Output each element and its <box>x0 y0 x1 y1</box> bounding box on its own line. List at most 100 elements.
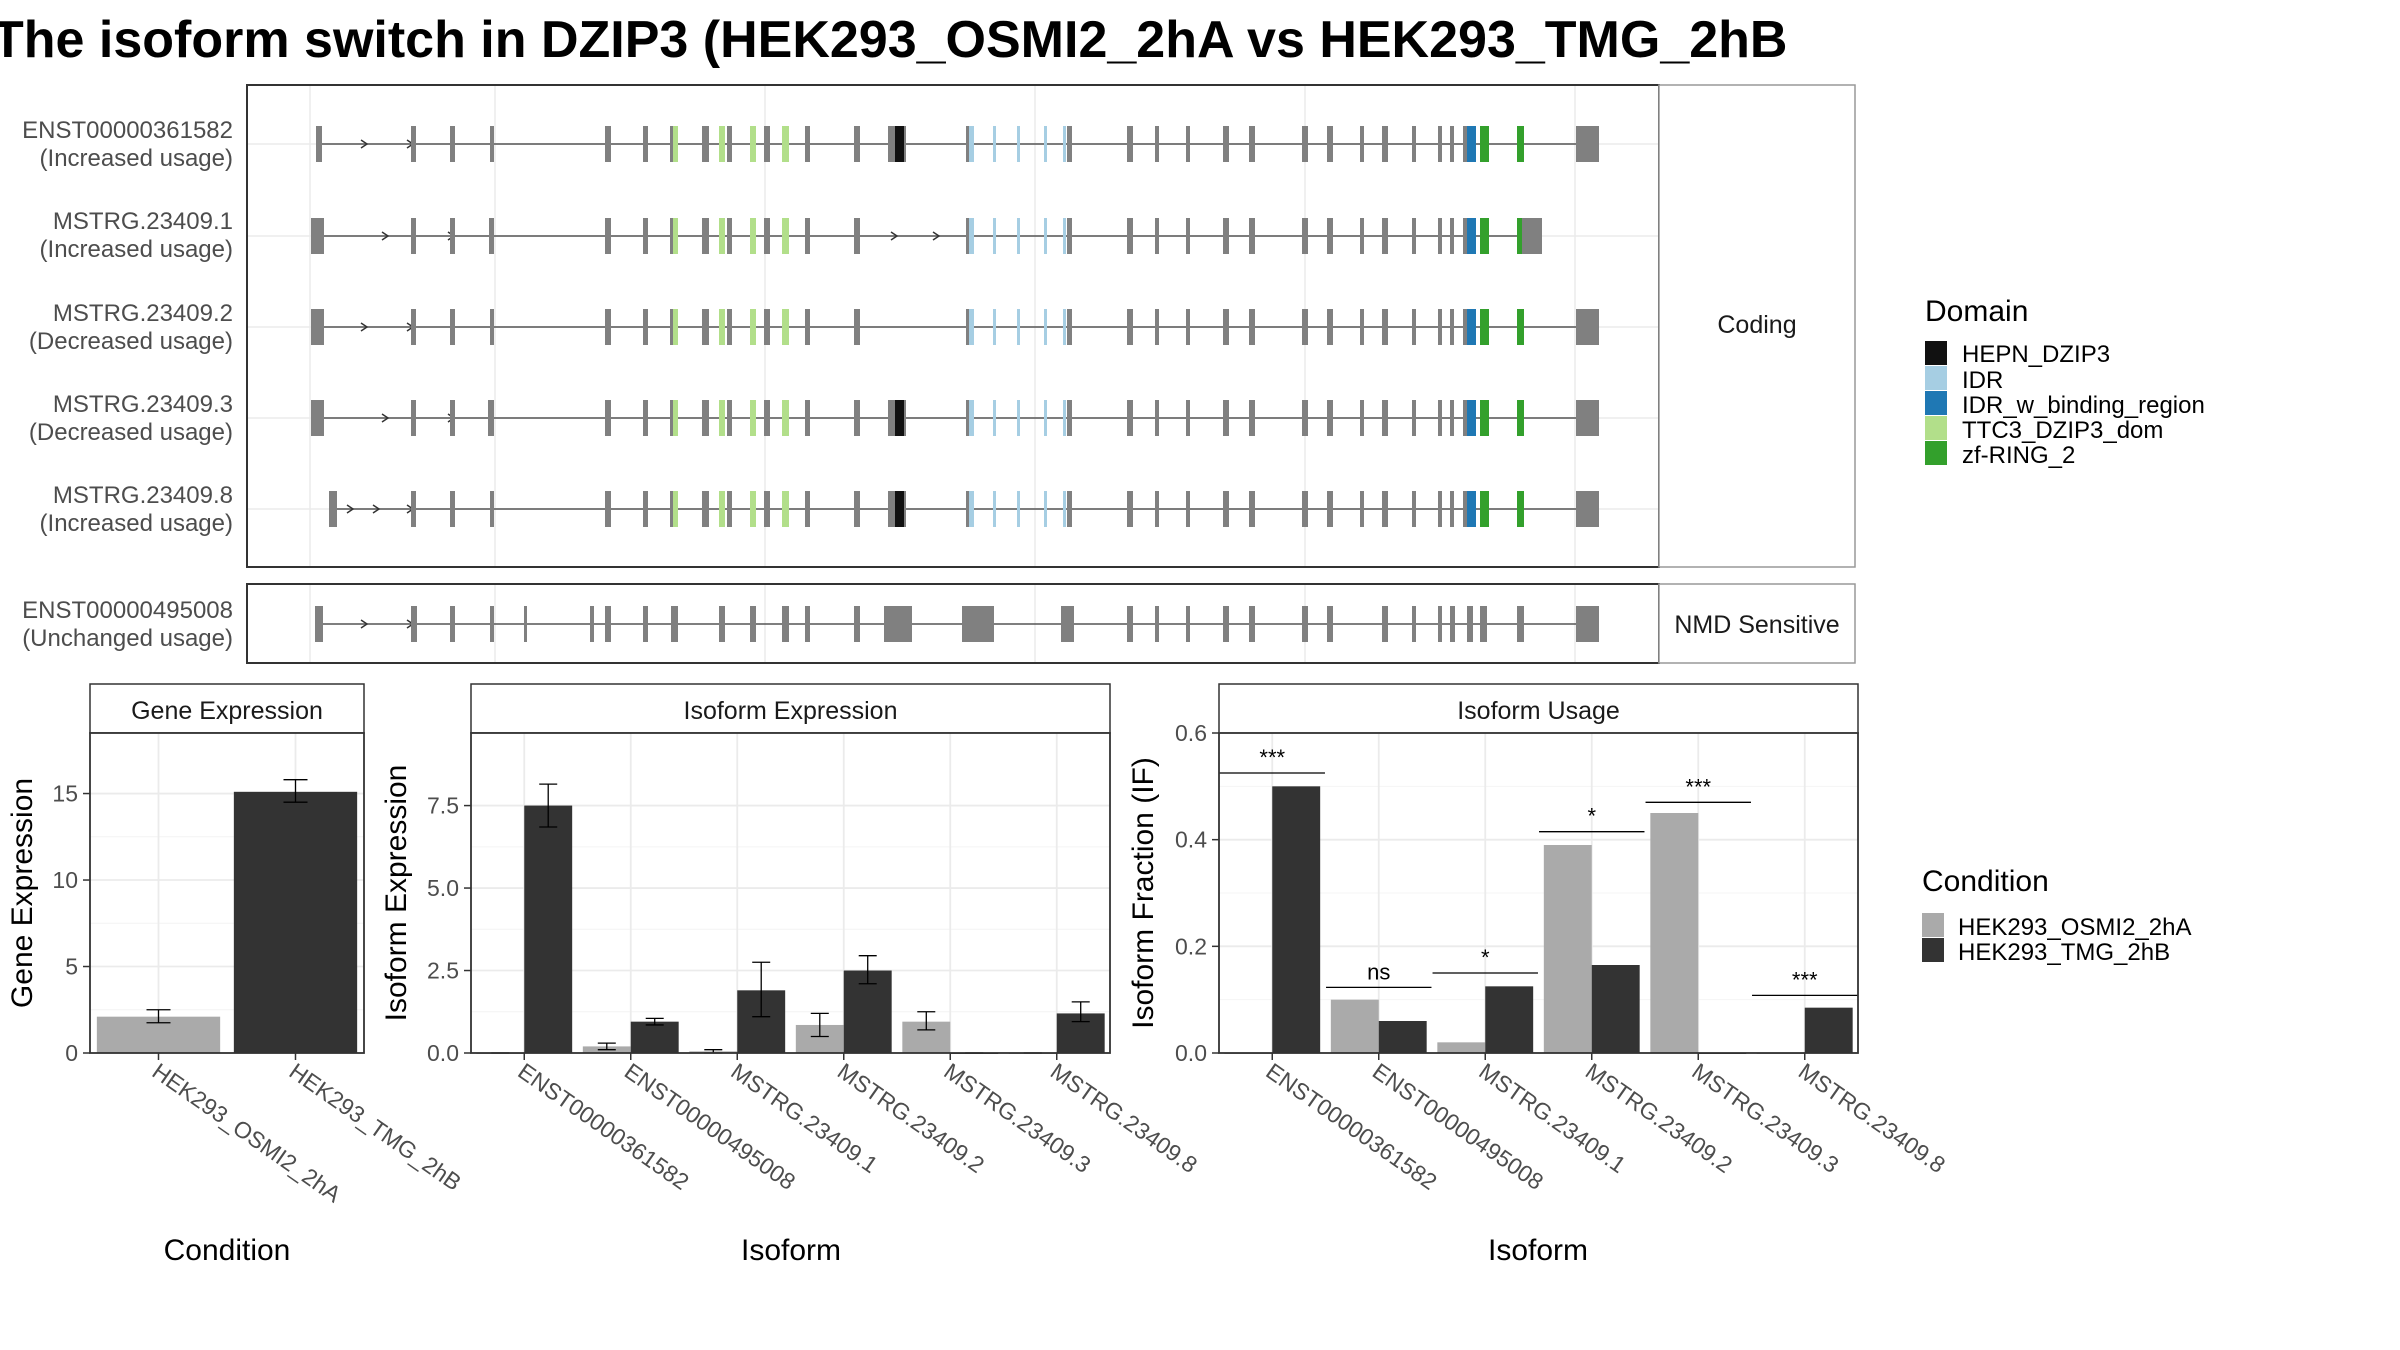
transcript-track <box>311 400 1599 436</box>
exon-block <box>490 491 494 527</box>
exon-block <box>1186 400 1190 436</box>
exon-block <box>524 606 527 642</box>
exon-block <box>311 218 324 254</box>
condition-legend: Condition HEK293_OSMI2_2hA HEK293_TMG_2h… <box>1922 865 2191 966</box>
transcript-label-id: MSTRG.23409.3 <box>53 391 233 418</box>
coding-strip-label: Coding <box>1717 311 1796 339</box>
exon-block <box>1438 126 1442 162</box>
panel-strip-label: Isoform Usage <box>1457 697 1620 725</box>
exon-block <box>1438 218 1442 254</box>
exon-block <box>316 126 322 162</box>
strand-arrow <box>346 504 355 514</box>
exon-block <box>1327 126 1333 162</box>
y-tick-label: 0.6 <box>1175 720 1207 746</box>
exon-block <box>670 309 673 345</box>
bar <box>1272 786 1321 1053</box>
exon-block <box>727 126 732 162</box>
exon-block <box>993 126 996 162</box>
exon-block <box>1480 126 1489 162</box>
exon-block <box>1327 309 1333 345</box>
exon-block <box>782 126 789 162</box>
exon-block <box>750 309 756 345</box>
exon-block <box>1576 309 1599 345</box>
exon-block <box>643 218 648 254</box>
exon-block <box>1382 218 1388 254</box>
exon-block <box>1327 491 1333 527</box>
exon-block <box>1576 491 1599 527</box>
exon-block <box>411 126 416 162</box>
exon-block <box>1327 606 1333 642</box>
exon-block <box>764 218 770 254</box>
exon-block <box>643 400 648 436</box>
exon-block <box>966 491 974 527</box>
exon-block <box>1044 309 1047 345</box>
exon-block <box>1186 606 1190 642</box>
transcript-label-usage: (Increased usage) <box>40 236 233 263</box>
transcript-track <box>315 606 1599 642</box>
isoform-usage-panel: Isoform Usage***ns********0.00.20.40.6EN… <box>1127 683 1950 1267</box>
y-axis-title: Gene Expression <box>6 778 39 1008</box>
y-tick-label: 0 <box>65 1040 78 1066</box>
exon-block <box>450 491 455 527</box>
strand-arrow <box>372 504 381 514</box>
exon-block <box>1302 218 1308 254</box>
exon-block <box>1067 126 1072 162</box>
exon-block <box>311 309 324 345</box>
exon-block <box>854 126 860 162</box>
exon-block <box>1463 309 1467 345</box>
exon-block <box>1463 491 1467 527</box>
exon-block <box>670 400 673 436</box>
figure-title: The isoform switch in DZIP3 (HEK293_OSMI… <box>0 11 1787 69</box>
legend-swatch-idr-binding <box>1925 391 1947 415</box>
exon-block <box>1450 126 1454 162</box>
exon-block <box>750 606 756 642</box>
exon-block <box>1360 491 1364 527</box>
exon-block <box>805 218 810 254</box>
transcript-label-id: ENST00000361582 <box>22 117 233 144</box>
legend-swatch-cond-b <box>1922 938 1944 962</box>
exon-block <box>490 309 494 345</box>
exon-block <box>966 126 974 162</box>
exon-block <box>1480 309 1489 345</box>
panel-border <box>89 732 365 1054</box>
exon-block <box>1463 400 1467 436</box>
exon-block <box>1382 606 1388 642</box>
domain-legend: Domain HEPN_DZIP3 IDR IDR_w_binding_regi… <box>1925 295 2205 469</box>
exon-block <box>1412 400 1416 436</box>
exon-block <box>1412 309 1416 345</box>
exon-block <box>805 400 810 436</box>
y-tick-label: 0.4 <box>1175 827 1207 853</box>
x-axis-title: Isoform <box>741 1234 841 1267</box>
exon-block <box>450 309 455 345</box>
strand-arrow <box>360 139 369 149</box>
x-tick-label: ENST00000361582 <box>1261 1058 1441 1195</box>
legend-label: zf-RING_2 <box>1962 442 2075 469</box>
exon-block <box>854 400 860 436</box>
exon-block <box>1017 126 1020 162</box>
exon-block <box>1467 491 1476 527</box>
exon-block <box>329 491 337 527</box>
coding-panel-border <box>246 84 1660 568</box>
exon-block <box>1302 126 1308 162</box>
exon-block <box>1412 491 1416 527</box>
legend-swatch-hepn <box>1925 341 1947 365</box>
exon-block <box>719 309 725 345</box>
exon-block <box>1067 400 1072 436</box>
exon-block <box>1155 606 1159 642</box>
isoform-expression-panel: Isoform Expression 0.0 2.5 5.0 7.5 ENST000003… <box>380 683 1202 1267</box>
transcript-track <box>329 491 1599 527</box>
bar <box>1437 1042 1486 1053</box>
exon-block <box>1127 126 1133 162</box>
transcript-label-usage: (Increased usage) <box>40 510 233 537</box>
exon-block <box>1450 309 1454 345</box>
exon-block <box>411 309 416 345</box>
exon-block <box>719 491 725 527</box>
exon-block <box>671 491 678 527</box>
x-axis-title: Isoform <box>1488 1234 1588 1267</box>
exon-block <box>1067 309 1072 345</box>
exon-block <box>1438 400 1442 436</box>
exon-block <box>450 606 455 642</box>
exon-block <box>854 606 860 642</box>
exon-block <box>1067 218 1072 254</box>
exon-block <box>719 218 725 254</box>
